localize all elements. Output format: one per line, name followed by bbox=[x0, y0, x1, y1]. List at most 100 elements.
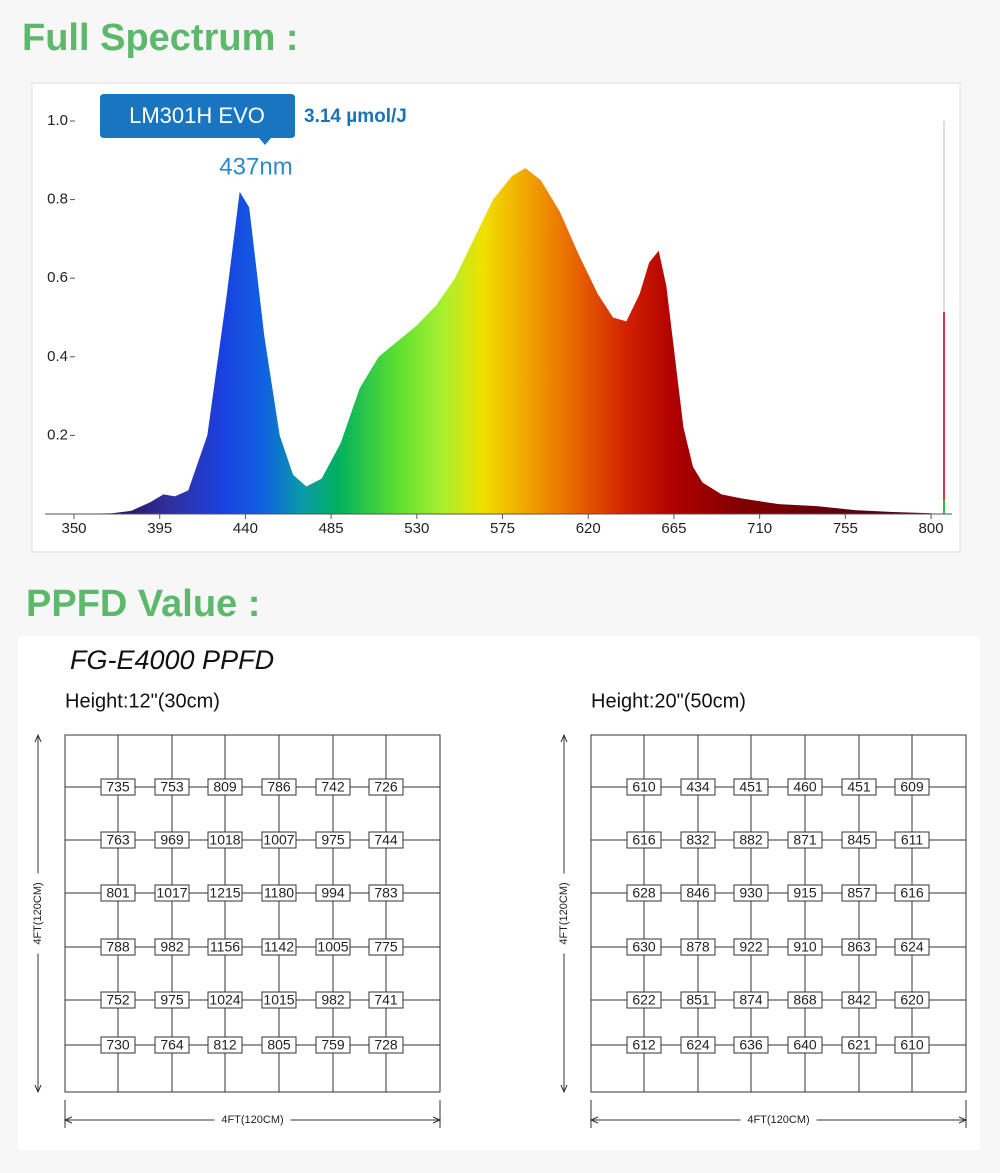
cell-box bbox=[680, 991, 716, 1009]
ppfd-value: 640 bbox=[793, 1037, 817, 1053]
y-tick-label: 0.8 bbox=[47, 191, 68, 208]
cell-box bbox=[207, 1036, 243, 1054]
cell-box bbox=[626, 1036, 662, 1054]
label-bg bbox=[740, 1113, 817, 1127]
grid-height: Height:20"(50cm) bbox=[591, 690, 746, 712]
cell-box bbox=[733, 1036, 769, 1054]
cell-box bbox=[368, 938, 404, 956]
ppfd-value: 1007 bbox=[263, 832, 294, 848]
ppfd-value: 1024 bbox=[209, 992, 240, 1008]
ppfd-value: 915 bbox=[793, 885, 817, 901]
ppfd-value: 1156 bbox=[210, 939, 240, 955]
cell-box bbox=[207, 778, 243, 796]
badge bbox=[100, 94, 295, 145]
ppfd-value: 612 bbox=[632, 1037, 656, 1053]
ppfd-value: 744 bbox=[374, 832, 398, 848]
ppfd-value: 628 bbox=[632, 885, 656, 901]
cell-box bbox=[787, 831, 823, 849]
x-tick-label: 620 bbox=[576, 520, 601, 537]
cell-box bbox=[154, 778, 190, 796]
ppfd-value: 845 bbox=[847, 832, 871, 848]
cell-box bbox=[894, 831, 930, 849]
ppfd-value: 868 bbox=[793, 992, 817, 1008]
ppfd-value: 622 bbox=[632, 992, 656, 1008]
x-tick-label: 575 bbox=[490, 520, 515, 537]
ppfd-value: 775 bbox=[374, 939, 398, 955]
spectrum-chart: LM301H EVO 3.14 µmol/J 437nm bbox=[74, 94, 945, 514]
ppfd-value: 982 bbox=[160, 939, 184, 955]
ppfd-value: 857 bbox=[847, 885, 871, 901]
cell-box bbox=[154, 831, 190, 849]
label-bg bbox=[557, 873, 571, 954]
ppfd-value: 741 bbox=[374, 992, 398, 1008]
cell-box bbox=[841, 991, 877, 1009]
cell-box bbox=[207, 831, 243, 849]
x-tick-label: 485 bbox=[319, 520, 344, 537]
x-tick-label: 710 bbox=[747, 520, 772, 537]
y-tick-label: 1.0 bbox=[47, 112, 68, 129]
cell-box bbox=[626, 991, 662, 1009]
ppfd-value: 832 bbox=[686, 832, 710, 848]
ppfd-value: 763 bbox=[106, 832, 130, 848]
cell-box bbox=[680, 831, 716, 849]
cell-box bbox=[680, 778, 716, 796]
ppfd-value: 636 bbox=[739, 1037, 763, 1053]
cell-box bbox=[315, 884, 351, 902]
x-tick-label: 530 bbox=[404, 520, 429, 537]
ppfd-value: 1215 bbox=[209, 885, 240, 901]
heading: Full Spectrum : bbox=[22, 17, 299, 59]
ppfd-value: 1018 bbox=[209, 832, 240, 848]
arrow bbox=[34, 733, 42, 1094]
spectrum-area bbox=[74, 168, 932, 514]
cell-box bbox=[100, 778, 136, 796]
ppfd-value: 846 bbox=[686, 885, 710, 901]
cell-box bbox=[368, 991, 404, 1009]
cell-box bbox=[680, 884, 716, 902]
ppfd-value: 730 bbox=[106, 1037, 130, 1053]
ppfd-value: 728 bbox=[374, 1037, 398, 1053]
ppfd-value: 611 bbox=[901, 832, 924, 848]
ppfd-value: 922 bbox=[739, 939, 763, 955]
cell-box bbox=[261, 938, 297, 956]
x-tick-label: 395 bbox=[147, 520, 172, 537]
cell-box bbox=[733, 831, 769, 849]
ppfd-title: FG-E4000 PPFD bbox=[70, 645, 274, 675]
ppfd-value: 460 bbox=[793, 779, 817, 795]
cell-box bbox=[100, 831, 136, 849]
y-tick-label: 0.6 bbox=[47, 269, 68, 286]
ppfd-value: 764 bbox=[160, 1037, 184, 1053]
cell-box bbox=[841, 831, 877, 849]
cell-box bbox=[787, 938, 823, 956]
ppfd-value: 726 bbox=[374, 779, 398, 795]
ppfd-value: 624 bbox=[900, 939, 924, 955]
cell-box bbox=[368, 884, 404, 902]
y-dimension-label: 4FT(120CM) bbox=[558, 882, 570, 944]
ppfd-value: 969 bbox=[160, 832, 184, 848]
cell-box bbox=[626, 884, 662, 902]
cell-box bbox=[787, 1036, 823, 1054]
ppfd-value: 624 bbox=[686, 1037, 710, 1053]
cell-box bbox=[841, 938, 877, 956]
cell-box bbox=[261, 831, 297, 849]
ppfd-value: 812 bbox=[213, 1037, 237, 1053]
ppfd-value: 1015 bbox=[263, 992, 294, 1008]
cell-box bbox=[207, 884, 243, 902]
ppfd-value: 742 bbox=[321, 779, 345, 795]
cell-box bbox=[261, 991, 297, 1009]
badge-text: LM301H EVO bbox=[129, 103, 265, 128]
efficacy: 3.14 µmol/J bbox=[304, 106, 407, 127]
ppfd-value: 610 bbox=[900, 1037, 924, 1053]
cell-box bbox=[315, 1036, 351, 1054]
arrow bbox=[63, 1116, 442, 1124]
ppfd-value: 842 bbox=[847, 992, 871, 1008]
ppfd-value: 851 bbox=[686, 992, 710, 1008]
x-dimension-label: 4FT(120CM) bbox=[747, 1114, 809, 1126]
cell-box bbox=[154, 991, 190, 1009]
label-bg bbox=[214, 1113, 291, 1127]
ppfd-value: 788 bbox=[106, 939, 130, 955]
x-dimension-label: 4FT(120CM) bbox=[221, 1114, 283, 1126]
cell-box bbox=[154, 938, 190, 956]
ppfd-value: 1017 bbox=[156, 885, 187, 901]
cell-box bbox=[315, 991, 351, 1009]
cell-box bbox=[894, 778, 930, 796]
